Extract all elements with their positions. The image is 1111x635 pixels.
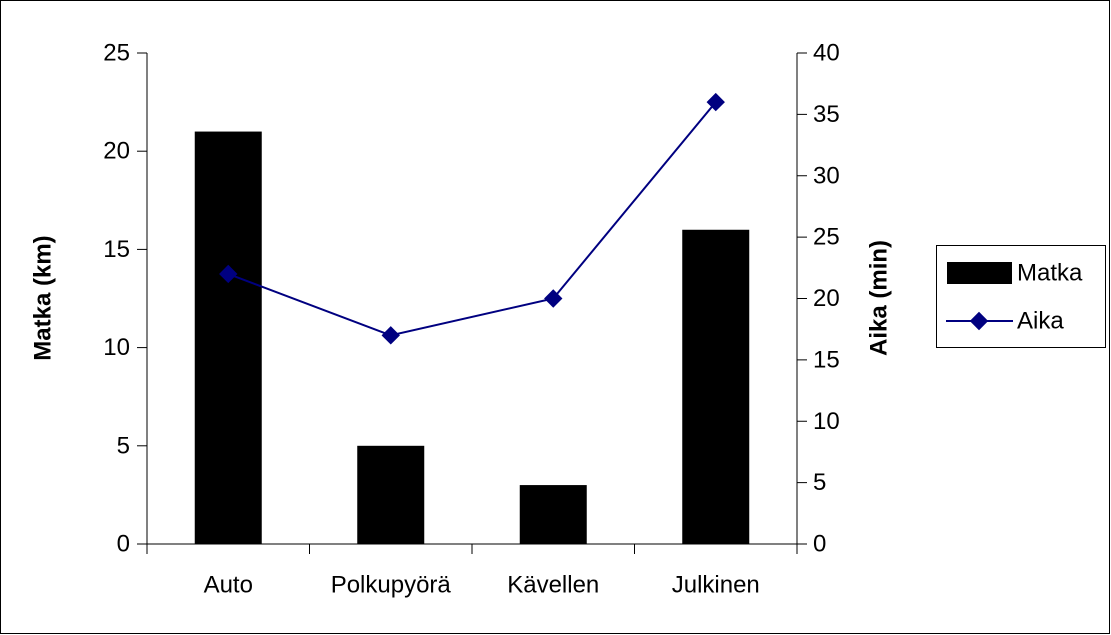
y-right-tick-label-30: 30 (813, 162, 840, 189)
y-left-tick-label-5: 5 (117, 432, 130, 459)
legend: Matka Aika (936, 245, 1106, 348)
bars-group (194, 131, 750, 544)
y-right-tick-label-35: 35 (813, 101, 840, 128)
bar-1 (357, 445, 425, 544)
y-right-tick-label-15: 15 (813, 346, 840, 373)
bar-0 (194, 131, 262, 544)
aika-point-2 (544, 289, 563, 308)
x-tick-label-3: Julkinen (672, 572, 760, 599)
y-left-axis-title: Matka (km) (30, 235, 57, 360)
y-right-tick-label-5: 5 (813, 469, 826, 496)
x-tick-label-1: Polkupyörä (331, 572, 452, 599)
aika-line (227, 101, 717, 337)
y-left-tick-label-25: 25 (103, 40, 130, 67)
y-left-tick-label-10: 10 (103, 334, 130, 361)
legend-label-aika: Aika (1017, 308, 1064, 335)
aika-point-0 (219, 264, 238, 284)
axes-group: 0 5 10 15 20 25 0 5 10 15 20 25 30 35 40 Auto Polkupyörä… (103, 40, 839, 599)
line-layer (219, 92, 725, 345)
bar-3 (682, 229, 750, 544)
x-tick-label-2: Kävellen (507, 572, 599, 599)
bar-2 (519, 485, 587, 544)
y-right-tick-label-10: 10 (813, 408, 840, 435)
aika-point-3 (706, 92, 725, 112)
y-left-tick-label-0: 0 (117, 531, 130, 558)
y-right-tick-label-25: 25 (813, 224, 840, 251)
legend-label-matka: Matka (1017, 260, 1083, 287)
y-left-tick-label-20: 20 (103, 138, 130, 165)
y-right-tick-label-0: 0 (813, 531, 826, 558)
x-tick-label-0: Auto (204, 572, 253, 599)
y-right-axis-title: Aika (min) (866, 240, 893, 356)
y-right-tick-label-40: 40 (813, 40, 840, 67)
y-right-tick-label-20: 20 (813, 285, 840, 312)
aika-point-1 (381, 326, 400, 345)
legend-swatch-matka (947, 262, 1012, 284)
y-left-tick-label-15: 15 (103, 236, 130, 263)
legend-marker-aika (969, 311, 989, 331)
